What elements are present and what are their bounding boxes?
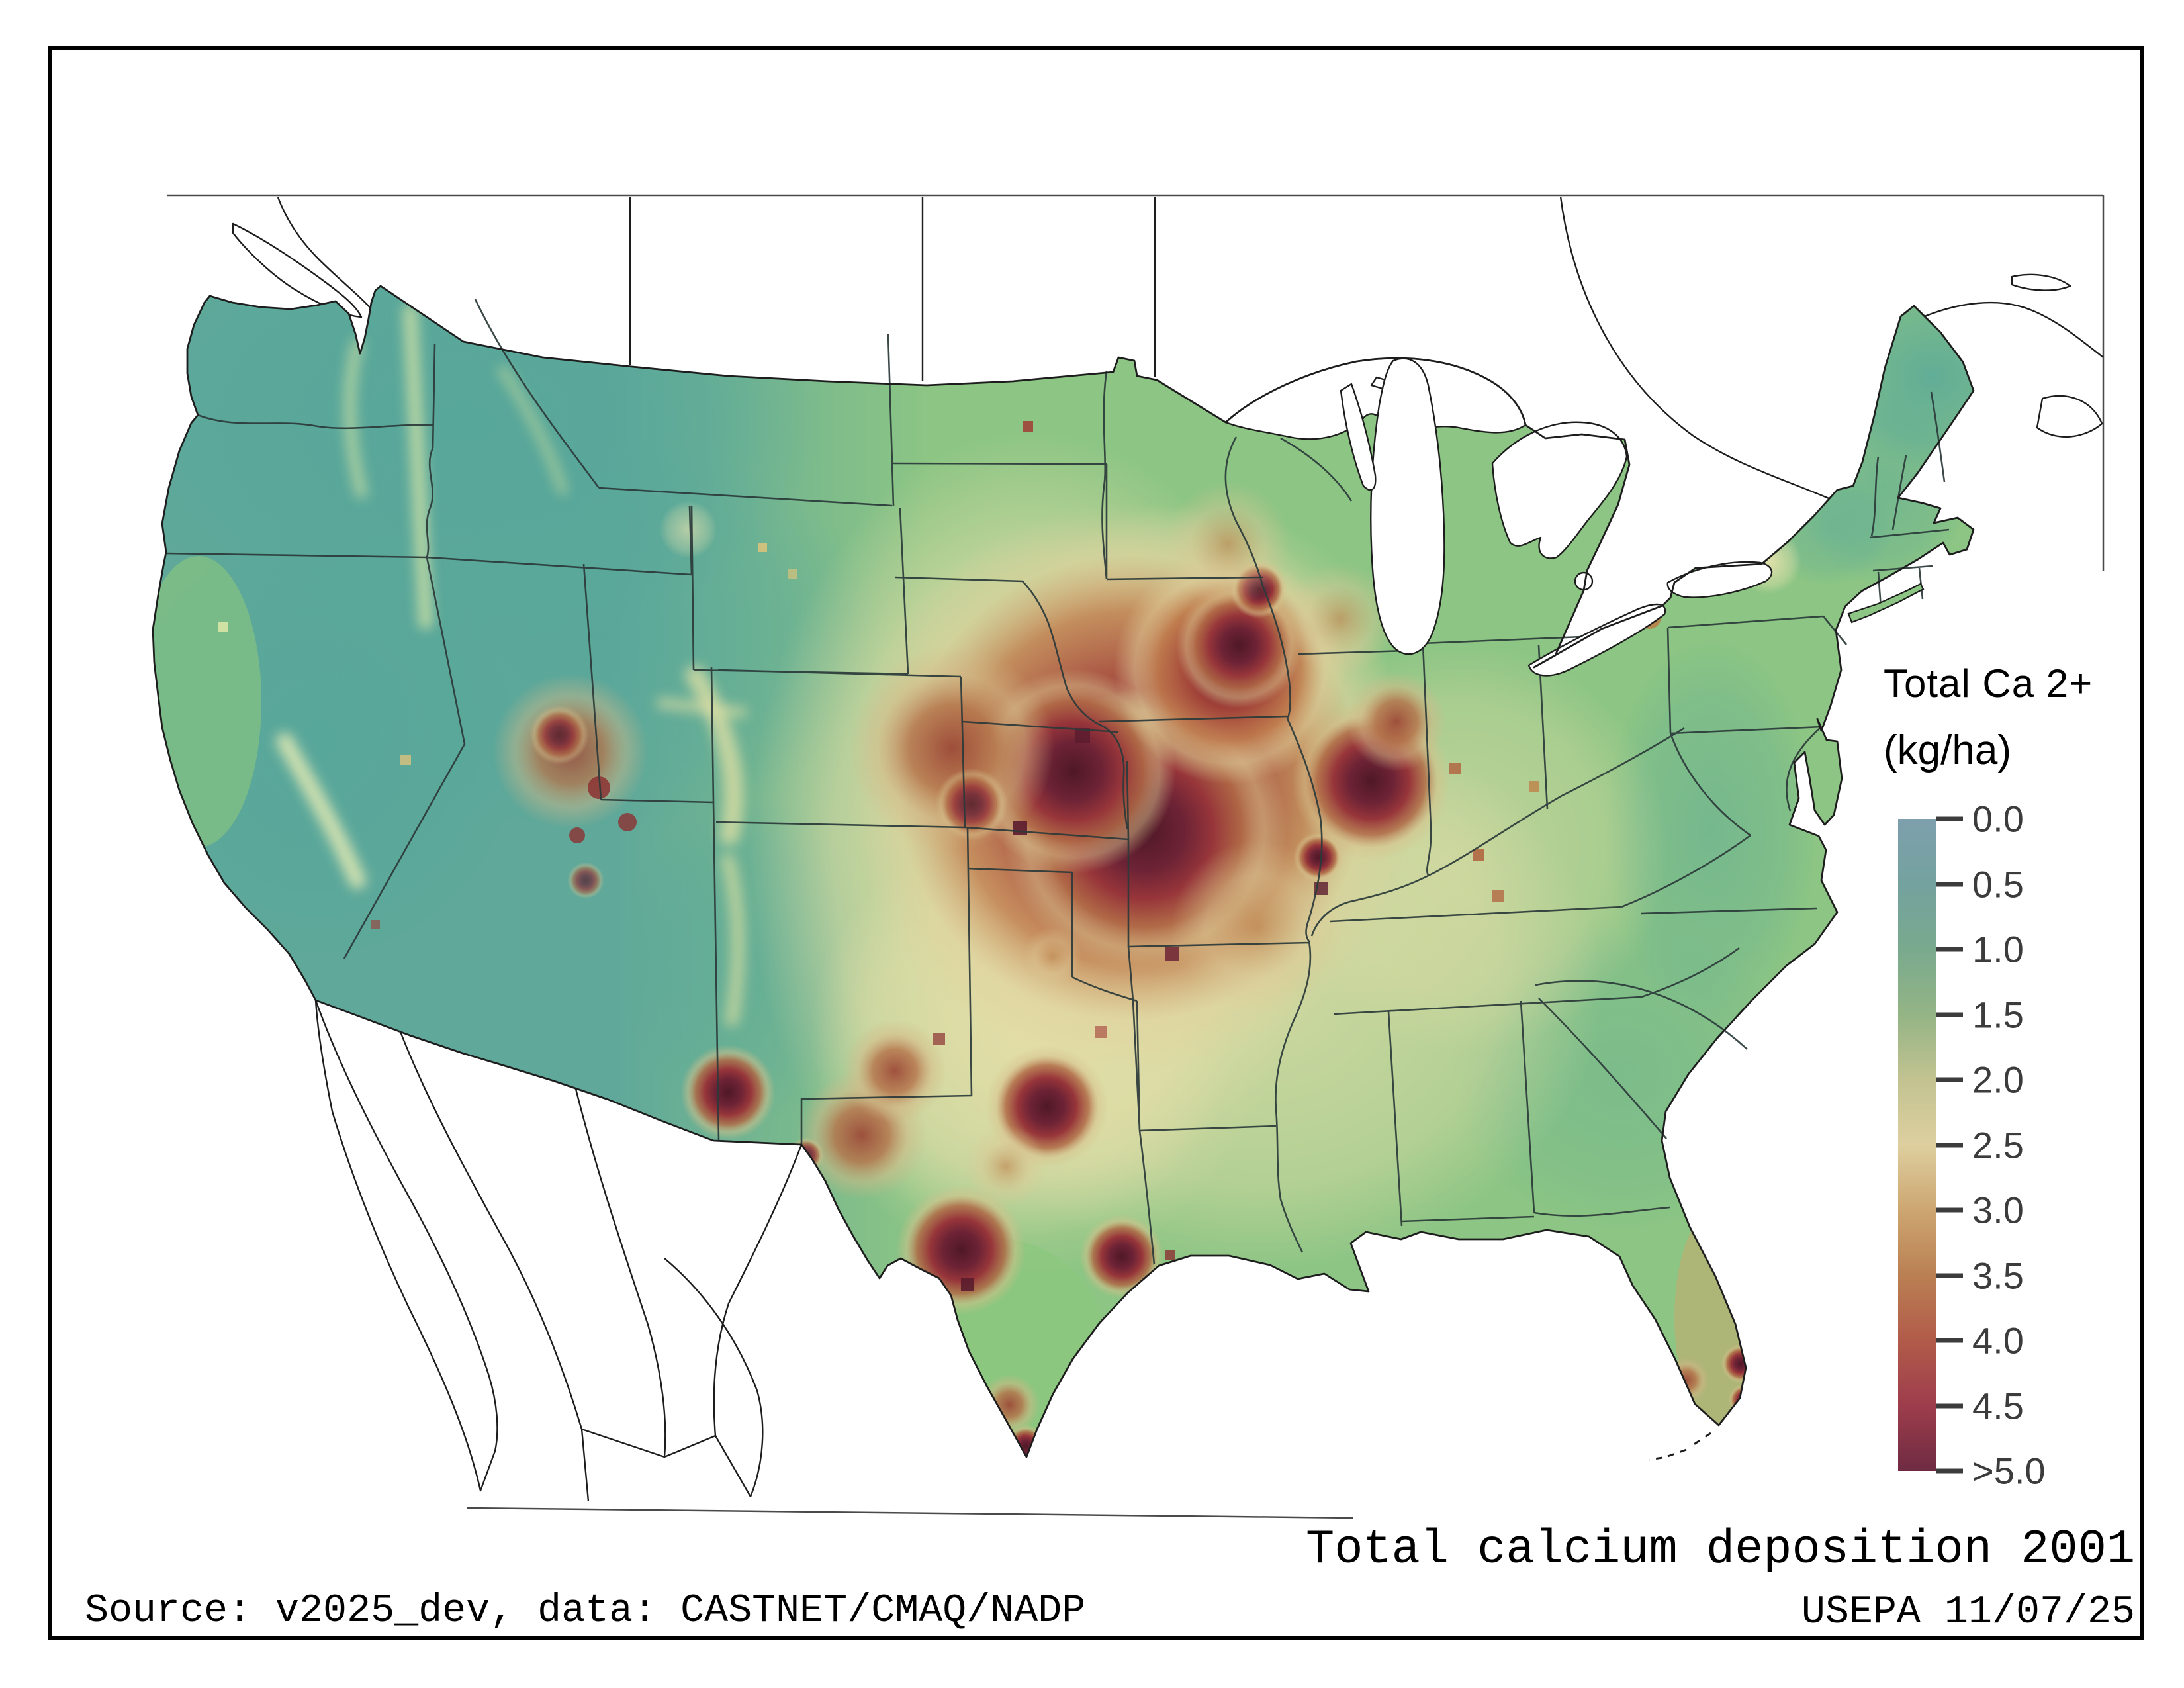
tick-mark [1936, 1012, 1963, 1017]
state-borders-west [165, 299, 966, 1141]
tick-label: 3.0 [1972, 1189, 2024, 1231]
tick-label: 1.0 [1972, 928, 2024, 970]
legend-colorbar [1898, 819, 1936, 1471]
tick-label: 0.5 [1972, 863, 2024, 905]
state-borders-central [800, 370, 1353, 1265]
legend-tick: 0.5 [1936, 863, 2024, 906]
lake-ontario [1666, 561, 1773, 598]
legend-tick: 3.0 [1936, 1189, 2024, 1232]
legend-tick: 2.0 [1936, 1058, 2024, 1102]
tick-label: 1.5 [1972, 994, 2024, 1035]
agency-line: USEPA 11/07/25 [1801, 1590, 2135, 1635]
legend-tick: 0.0 [1936, 798, 2024, 841]
state-borders-east [1298, 391, 1950, 1227]
legend-units: (kg/ha) [1884, 727, 2011, 773]
green-bay [1340, 383, 1377, 491]
tick-mark [1936, 882, 1963, 886]
lake-michigan [1370, 357, 1445, 655]
tick-mark [1936, 1338, 1963, 1343]
tick-label: 2.5 [1972, 1124, 2024, 1166]
tick-label: 0.0 [1972, 798, 2024, 840]
lake-huron [1491, 421, 1628, 559]
tick-label: 4.0 [1972, 1319, 2024, 1362]
state-borders [165, 299, 1950, 1265]
tick-mark [1936, 816, 1963, 821]
tick-mark [1936, 1403, 1963, 1408]
legend-tick: 4.5 [1936, 1384, 2024, 1427]
legend-tick: 3.5 [1936, 1254, 2024, 1297]
legend-tick: 4.0 [1936, 1319, 2024, 1362]
florida-keys [1649, 1432, 1711, 1461]
tick-mark [1936, 1273, 1963, 1278]
tick-mark [1936, 1468, 1963, 1474]
map-title: Total calcium deposition 2001 [1305, 1523, 2135, 1577]
tick-mark [1936, 947, 1963, 952]
legend-tick: 2.5 [1936, 1123, 2024, 1166]
legend-tick: >5.0 [1936, 1450, 2046, 1493]
tick-mark [1936, 1077, 1963, 1082]
legend-title: Total Ca 2+ [1884, 661, 2093, 706]
lake-erie [1527, 603, 1666, 677]
tick-mark [1936, 1207, 1963, 1213]
tick-mark [1936, 1143, 1963, 1147]
legend-ticks: 0.0 0.5 1.0 1.5 2.0 2.5 3.0 3.5 4.0 4.5 … [1936, 798, 2135, 1492]
tick-label: 3.5 [1972, 1254, 2024, 1296]
legend-tick: 1.5 [1936, 993, 2024, 1036]
legend-tick: 1.0 [1936, 928, 2024, 971]
canada-mexico-outlines [232, 196, 2104, 1502]
tick-label: >5.0 [1972, 1450, 2046, 1492]
plot-frame [48, 46, 2144, 1640]
tick-label: 2.0 [1972, 1058, 2024, 1101]
source-line: Source: v2025_dev, data: CASTNET/CMAQ/NA… [85, 1589, 1086, 1634]
tick-label: 4.5 [1972, 1385, 2024, 1427]
map-neatline [167, 194, 2105, 1519]
